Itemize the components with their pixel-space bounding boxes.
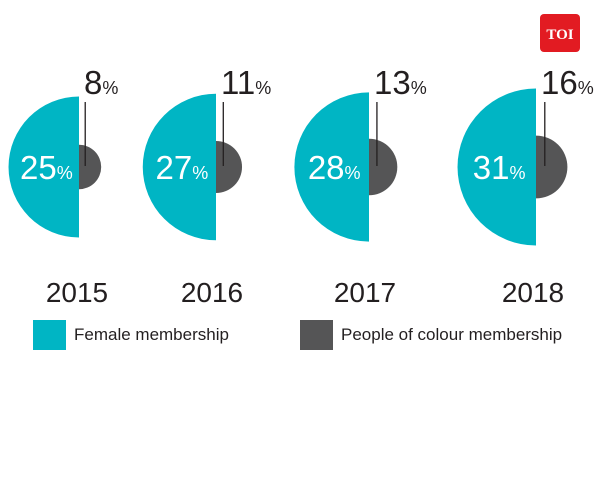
poc-value-label-2015: 8%: [84, 64, 118, 101]
poc-value-label-2017: 13%: [374, 64, 427, 101]
poc-value-label-2018: 16%: [541, 64, 594, 101]
year-label-2015: 2015: [46, 277, 108, 308]
poc-semicircle-2016: [216, 140, 243, 194]
female-value-label-2015: 25%: [20, 149, 73, 186]
year-label-2016: 2016: [181, 277, 243, 308]
female-value-label-2017: 28%: [308, 149, 361, 186]
legend-swatch-poc: [300, 320, 333, 350]
year-label-2017: 2017: [334, 277, 396, 308]
female-semicircle-2018: [457, 88, 536, 246]
female-value-label-2016: 27%: [156, 149, 209, 186]
toi-logo: TOI: [540, 14, 580, 52]
legend-item-poc: People of colour membership: [300, 320, 562, 350]
poc-semicircle-2017: [369, 138, 398, 196]
legend-label-female: Female membership: [74, 325, 229, 344]
female-value-label-2018: 31%: [473, 149, 526, 186]
female-semicircle-2015: [8, 96, 79, 238]
poc-semicircle-2018: [536, 135, 568, 199]
legend-label-poc: People of colour membership: [341, 325, 563, 344]
legend-item-female: Female membership: [33, 320, 229, 350]
year-label-2018: 2018: [502, 277, 564, 308]
toi-logo-text: TOI: [546, 27, 573, 43]
female-semicircle-2016: [142, 93, 216, 241]
legend-swatch-female: [33, 320, 66, 350]
poc-value-label-2016: 11%: [221, 64, 271, 101]
poc-semicircle-2015: [79, 144, 102, 190]
female-semicircle-2017: [294, 92, 369, 242]
toi-logo-background: [540, 14, 580, 52]
